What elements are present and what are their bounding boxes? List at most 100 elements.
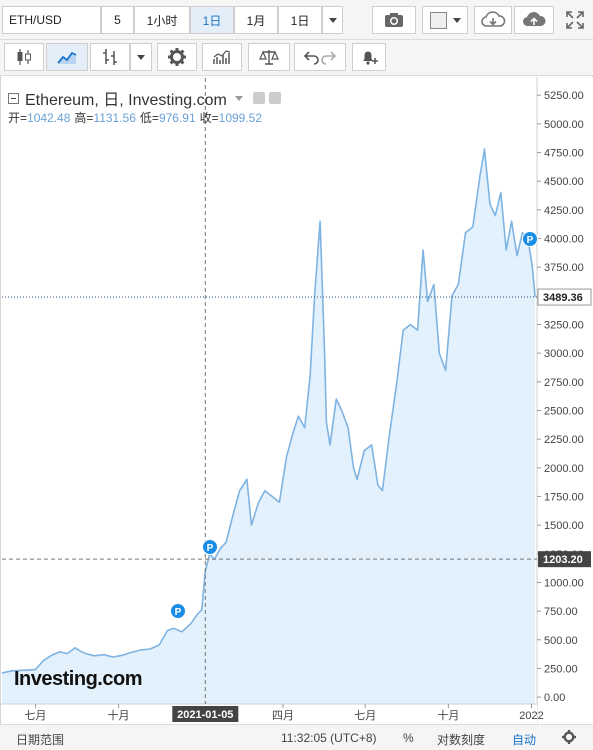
redo-icon[interactable]: [320, 49, 338, 65]
y-tick-label: 2750.00: [544, 377, 584, 389]
interval-1h-button[interactable]: 1小时: [134, 6, 190, 34]
cloud-upload-icon: [522, 12, 546, 27]
cloud-download-button[interactable]: [474, 6, 512, 34]
y-tick-label: 750.00: [544, 606, 578, 618]
scale-balance-icon: [259, 50, 279, 65]
gear-icon: [168, 48, 186, 66]
y-tick-label: 1000.00: [544, 577, 584, 589]
y-tick-label: 5250.00: [544, 90, 584, 102]
series-area-fill: [2, 149, 536, 705]
interval-1d-button[interactable]: 1日: [190, 6, 234, 34]
chevron-down-icon: [137, 54, 145, 60]
event-marker-icon[interactable]: [202, 539, 218, 555]
high-value: 1131.56: [93, 111, 136, 125]
y-tick-label: 2500.00: [544, 405, 584, 417]
event-marker-letter: P: [207, 543, 214, 554]
x-tick-label: 七月: [24, 709, 46, 722]
auto-scale-toggle[interactable]: 自动: [512, 733, 537, 747]
indicators-button[interactable]: [202, 43, 242, 71]
close-value: 1099.52: [218, 111, 263, 125]
add-alert-button[interactable]: [352, 43, 386, 71]
color-swatch-icon: [429, 11, 447, 29]
last-price-box: [537, 288, 592, 306]
legend-title: Ethereum, 日, Investing.com: [8, 86, 281, 110]
chevron-down-icon[interactable]: [234, 95, 243, 101]
watermark-text: Investing.com: [14, 668, 142, 690]
settings-button[interactable]: [157, 43, 197, 71]
undo-icon[interactable]: [302, 49, 320, 65]
gear-icon[interactable]: [562, 730, 576, 744]
interval-dropdown-button[interactable]: [322, 6, 343, 34]
y-tick-label: 2000.00: [544, 463, 584, 475]
symbol-input[interactable]: ETH/USD: [2, 6, 101, 34]
chevron-down-icon: [328, 17, 337, 23]
open-label: 开=: [8, 111, 28, 125]
toolbar-drawing: [0, 40, 593, 76]
y-tick-label: 3750.00: [544, 262, 584, 274]
y-tick-label: 0.00: [544, 692, 565, 704]
y-tick-label: 4250.00: [544, 205, 584, 217]
event-marker-letter: P: [175, 607, 182, 618]
y-tick-label: 4750.00: [544, 148, 584, 160]
close-label: 收=: [199, 111, 219, 125]
ohlc-values: 开=1042.48 高=1131.56 低=976.91 收=1099.52: [8, 109, 262, 126]
event-marker-icon[interactable]: [170, 603, 186, 619]
date-range-button[interactable]: 日期范围: [16, 733, 65, 747]
y-tick-label: 250.00: [544, 663, 578, 675]
legend-title-text: Ethereum, 日, Investing.com: [25, 92, 227, 109]
fullscreen-button[interactable]: [560, 6, 590, 34]
low-label: 低=: [139, 111, 159, 125]
bottom-bar: 日期范围 11:32:05 (UTC+8) % 对数刻度 自动: [0, 724, 593, 750]
indicators-icon: [213, 50, 231, 64]
chart-type-dropdown[interactable]: [130, 43, 152, 71]
candlestick-type-button[interactable]: [4, 43, 44, 71]
ohlc-bar-icon: [103, 49, 117, 65]
color-picker-button[interactable]: [422, 6, 468, 34]
collapse-legend-icon[interactable]: [8, 92, 19, 104]
settings-small-icon[interactable]: [268, 92, 281, 104]
compare-button[interactable]: [248, 43, 290, 71]
chevron-down-icon: [452, 17, 461, 23]
x-tick-label: 七月: [354, 709, 376, 722]
screenshot-button[interactable]: [372, 6, 416, 34]
y-tick-label: 1750.00: [544, 491, 584, 503]
y-tick-label: 3000.00: [544, 348, 584, 360]
event-marker-icon[interactable]: [522, 231, 538, 247]
cloud-download-icon: [481, 11, 506, 27]
last-price-label: 3489.36: [543, 292, 583, 304]
y-axis-panel: [537, 77, 593, 724]
cloud-upload-button[interactable]: [514, 6, 554, 34]
x-tick-label: 四月: [272, 710, 294, 722]
bell-plus-icon: [363, 51, 378, 65]
log-scale-toggle[interactable]: 对数刻度: [437, 733, 486, 747]
crosshair-price-box: [538, 551, 591, 568]
range-1d-button[interactable]: 1日: [278, 6, 322, 34]
y-tick-label: 1500.00: [544, 520, 584, 532]
interval-5-button[interactable]: 5: [101, 6, 134, 34]
range-1m-button[interactable]: 1月: [234, 6, 278, 34]
bar-type-button[interactable]: [90, 43, 130, 71]
investing-watermark: Investing.com: [14, 668, 142, 691]
clock-readout: 11:32:05 (UTC+8): [281, 731, 377, 745]
event-marker-letter: P: [527, 235, 534, 246]
series-line: [1, 148, 536, 674]
x-tick-label: 十月: [437, 708, 459, 722]
x-axis-panel: [1, 704, 537, 724]
y-tick-label: 5000.00: [544, 119, 584, 131]
open-value: 1042.48: [27, 111, 71, 125]
crosshair-date-box: [172, 706, 239, 722]
area-type-button[interactable]: [46, 43, 88, 71]
x-tick-label: 十月: [108, 708, 130, 722]
high-label: 高=: [74, 111, 94, 125]
x-tick-label: 2022: [519, 710, 543, 722]
candlestick-icon: [17, 49, 31, 65]
y-tick-label: 4000.00: [544, 234, 584, 246]
y-tick-label: 3250.00: [544, 320, 584, 332]
percent-toggle[interactable]: %: [403, 731, 414, 745]
y-tick-label: 4500.00: [544, 176, 584, 188]
camera-icon: [385, 13, 403, 27]
y-tick-label: 2250.00: [544, 434, 584, 446]
eye-icon[interactable]: [252, 92, 265, 104]
undo-redo-group: [294, 43, 346, 71]
